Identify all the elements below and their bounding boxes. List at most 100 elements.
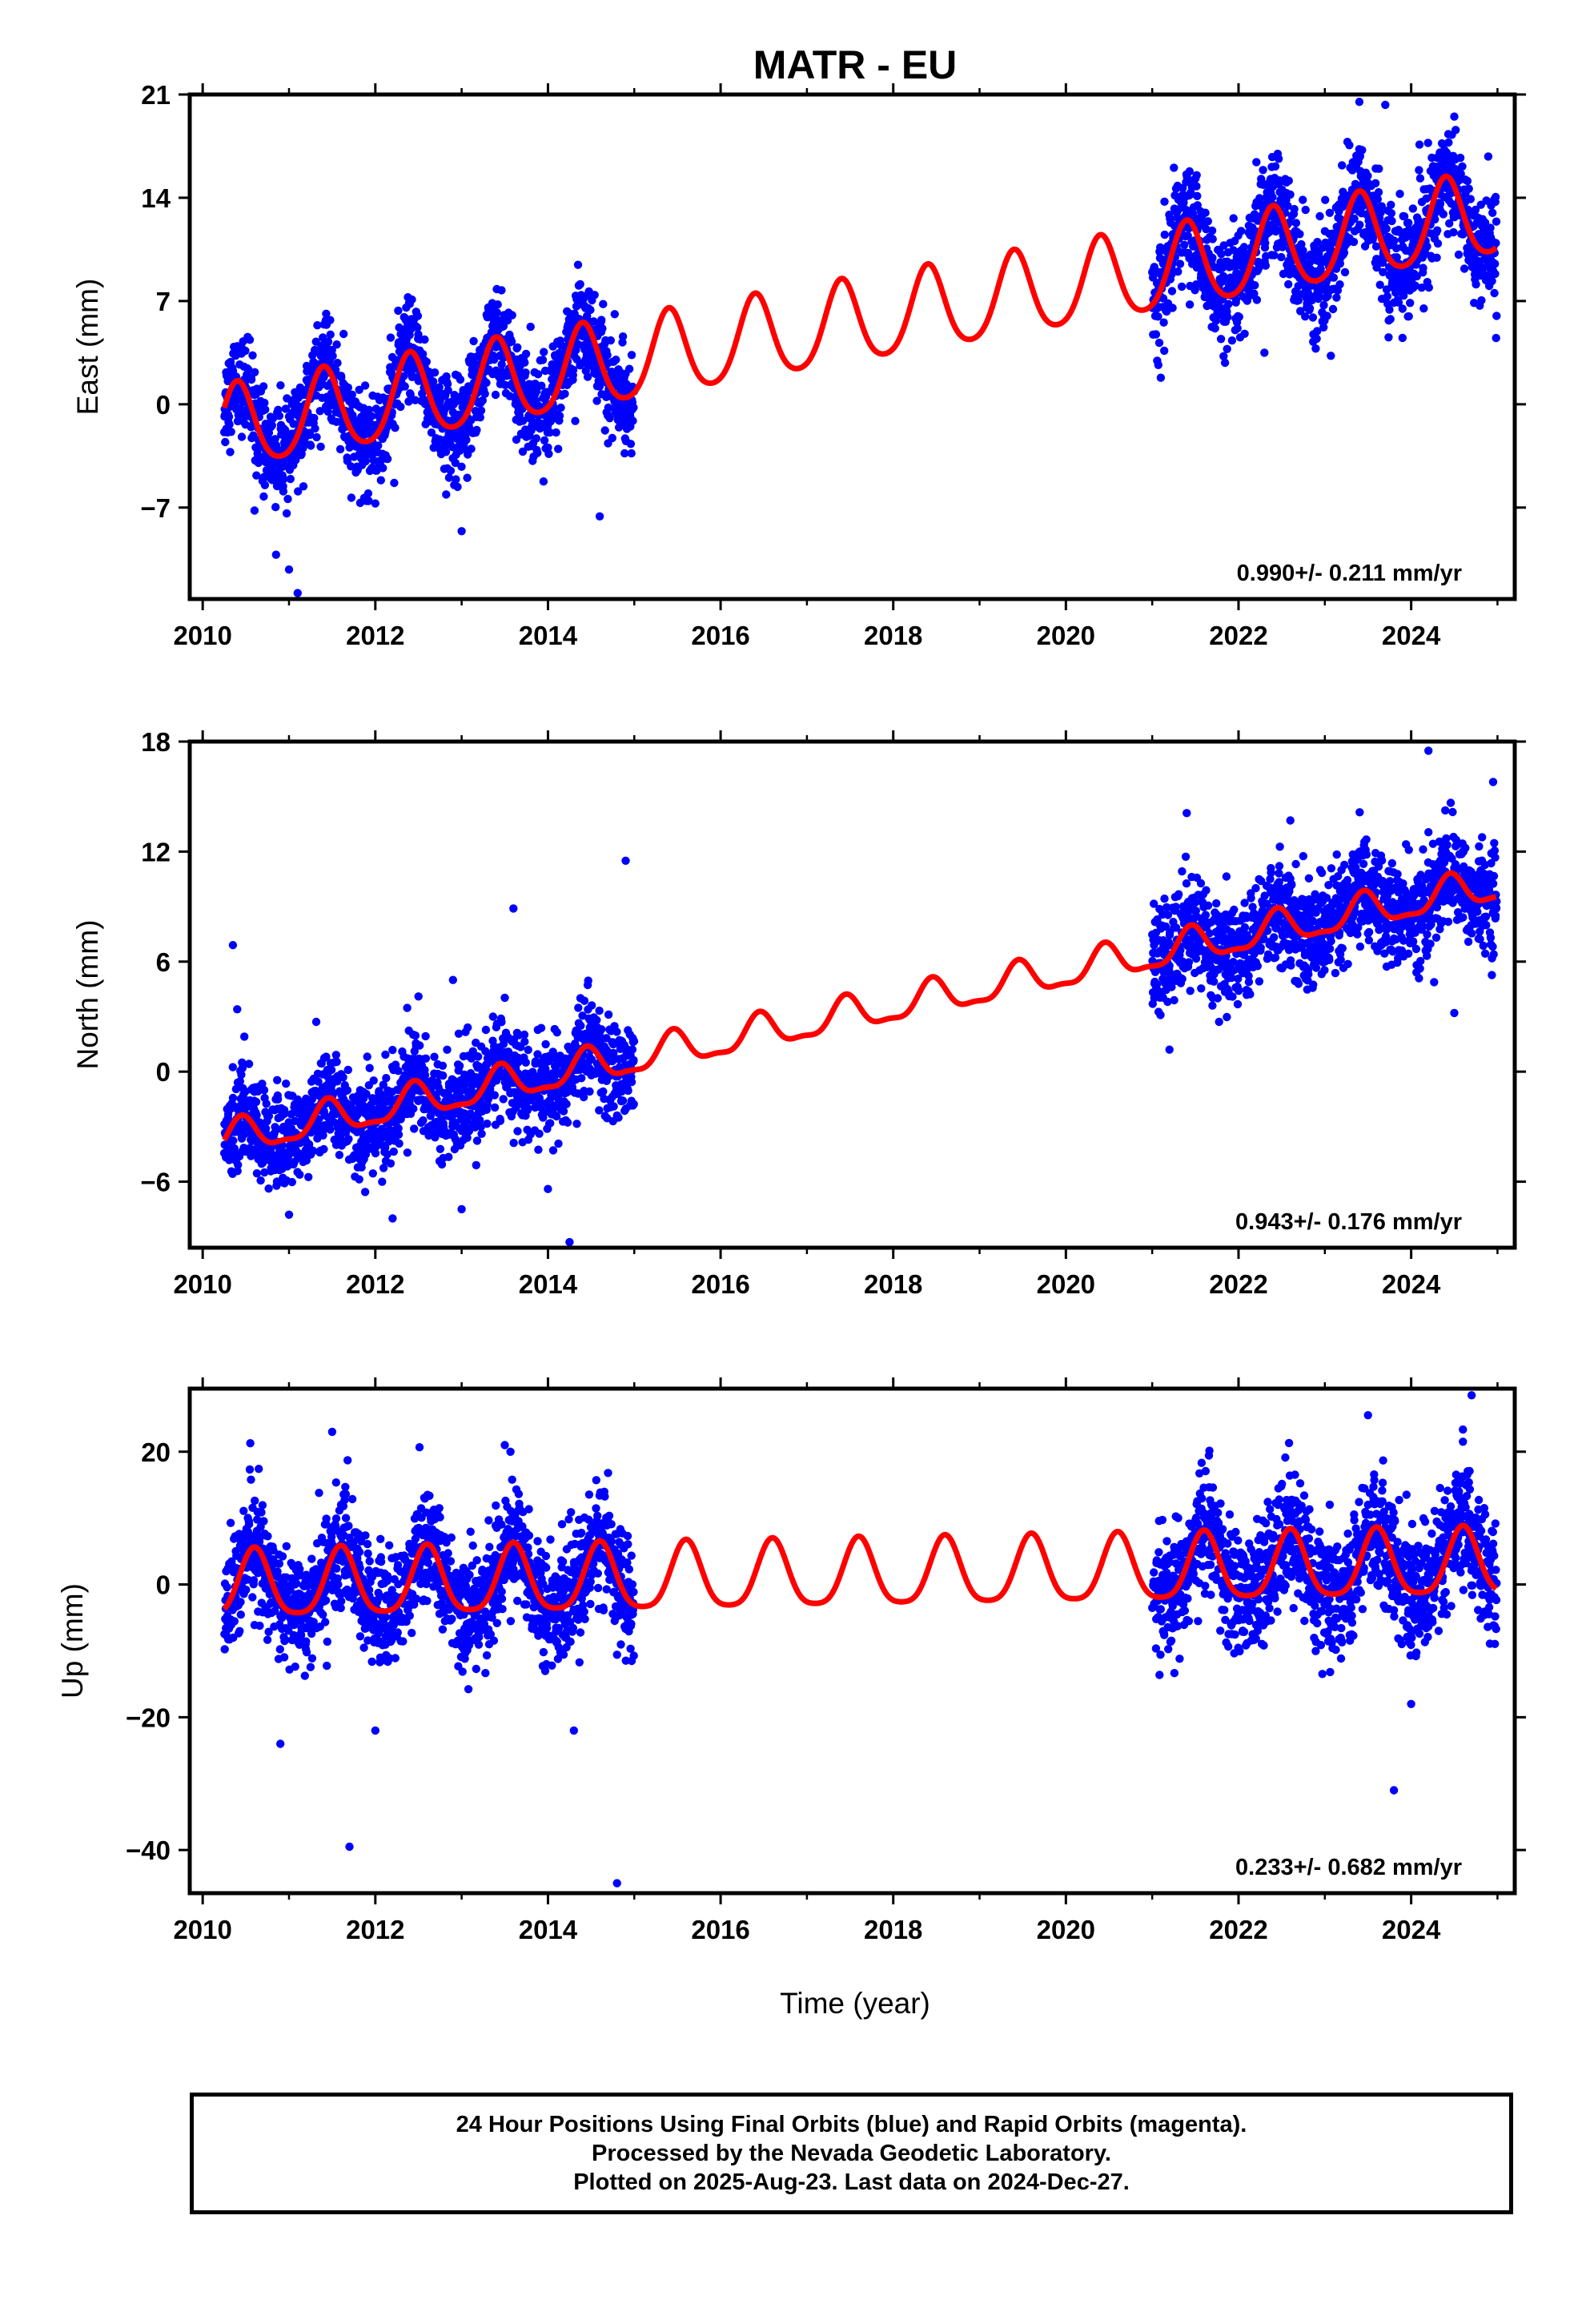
data-point — [618, 1096, 628, 1105]
data-point — [606, 336, 615, 345]
data-point — [1488, 276, 1496, 286]
data-point — [1301, 205, 1310, 215]
data-point — [1373, 195, 1383, 203]
data-point — [261, 405, 270, 414]
data-point — [279, 475, 288, 484]
data-point — [376, 476, 385, 485]
data-point — [540, 348, 548, 356]
data-point — [364, 405, 373, 414]
data-point — [391, 424, 400, 432]
data-point — [1492, 312, 1501, 320]
data-point — [1160, 230, 1170, 239]
data-point — [281, 426, 290, 435]
data-point — [386, 1159, 396, 1168]
data-point — [595, 1006, 604, 1015]
data-point — [583, 372, 592, 381]
data-point — [554, 1139, 563, 1148]
data-point — [1227, 336, 1237, 345]
data-point — [541, 1039, 550, 1049]
data-point — [328, 352, 337, 360]
data-point-outlier — [1320, 312, 1330, 320]
data-point — [626, 440, 636, 448]
data-point — [413, 323, 422, 332]
data-point — [597, 316, 606, 324]
data-point — [1160, 346, 1169, 356]
x-tick-label: 2022 — [1209, 621, 1267, 650]
data-point — [627, 351, 636, 360]
data-point — [326, 1125, 335, 1134]
data-point — [576, 1021, 585, 1031]
data-point — [279, 487, 288, 496]
data-point — [403, 1148, 412, 1157]
data-point — [521, 1058, 530, 1068]
data-point — [252, 1169, 262, 1178]
y-tick-label: 0 — [156, 390, 171, 420]
data-point — [590, 291, 599, 300]
data-point — [490, 1103, 500, 1112]
data-point — [472, 1160, 480, 1170]
data-point — [378, 1177, 387, 1186]
data-point — [335, 444, 345, 454]
data-point — [472, 1136, 482, 1145]
data-point — [224, 412, 234, 421]
data-point — [552, 1028, 561, 1037]
y-tick-label: 7 — [156, 287, 171, 316]
data-point — [443, 380, 452, 388]
data-point — [1177, 282, 1186, 292]
data-point — [1197, 984, 1206, 993]
rate-label-east: 0.990+/- 0.211 mm/yr — [1237, 561, 1462, 586]
data-point — [609, 1102, 618, 1111]
data-point — [1180, 240, 1189, 249]
data-point — [1305, 304, 1315, 313]
data-point — [323, 407, 332, 416]
data-point — [371, 499, 379, 508]
data-point — [554, 444, 563, 453]
data-point — [1160, 895, 1169, 903]
data-point — [482, 378, 491, 388]
data-point — [500, 993, 509, 1003]
data-point — [1193, 191, 1202, 200]
data-point — [252, 1111, 261, 1120]
data-point — [1452, 126, 1460, 135]
data-point — [1458, 162, 1467, 171]
data-point — [544, 443, 552, 452]
data-point — [234, 1160, 243, 1169]
data-point — [264, 1184, 273, 1193]
data-point — [1464, 184, 1473, 193]
data-point — [319, 1144, 328, 1154]
data-point — [478, 396, 487, 405]
data-point — [1492, 333, 1500, 343]
panel-north: 2010 2012 2014 2016 2018 2020 2022 2024181260−6… — [71, 727, 1526, 1299]
data-point — [555, 412, 564, 420]
data-point — [1382, 224, 1391, 233]
data-point — [1395, 189, 1404, 199]
data-point — [1170, 995, 1178, 1005]
data-point — [413, 312, 423, 320]
data-point — [576, 279, 584, 289]
data-point — [1491, 259, 1500, 268]
data-point — [464, 1023, 472, 1032]
data-point — [618, 332, 628, 341]
data-point — [444, 1152, 453, 1161]
data-point — [1203, 901, 1213, 911]
data-point — [406, 390, 415, 399]
data-point — [1327, 352, 1335, 360]
data-point — [1463, 176, 1472, 186]
data-point — [374, 441, 383, 450]
data-point — [260, 398, 269, 408]
data-point — [533, 448, 542, 457]
data-point — [229, 1136, 238, 1145]
data-point — [1213, 994, 1223, 1003]
data-point — [1374, 187, 1383, 197]
data-point — [580, 996, 589, 1005]
x-tick-label: 2012 — [346, 621, 404, 650]
data-point — [546, 1119, 555, 1128]
data-point — [1363, 171, 1372, 180]
data-point — [628, 1045, 637, 1054]
data-point — [339, 1073, 347, 1082]
data-point — [1404, 312, 1413, 321]
data-point-outlier — [271, 550, 280, 559]
data-point — [1492, 239, 1500, 247]
data-point — [286, 474, 295, 484]
data-point — [513, 343, 522, 352]
